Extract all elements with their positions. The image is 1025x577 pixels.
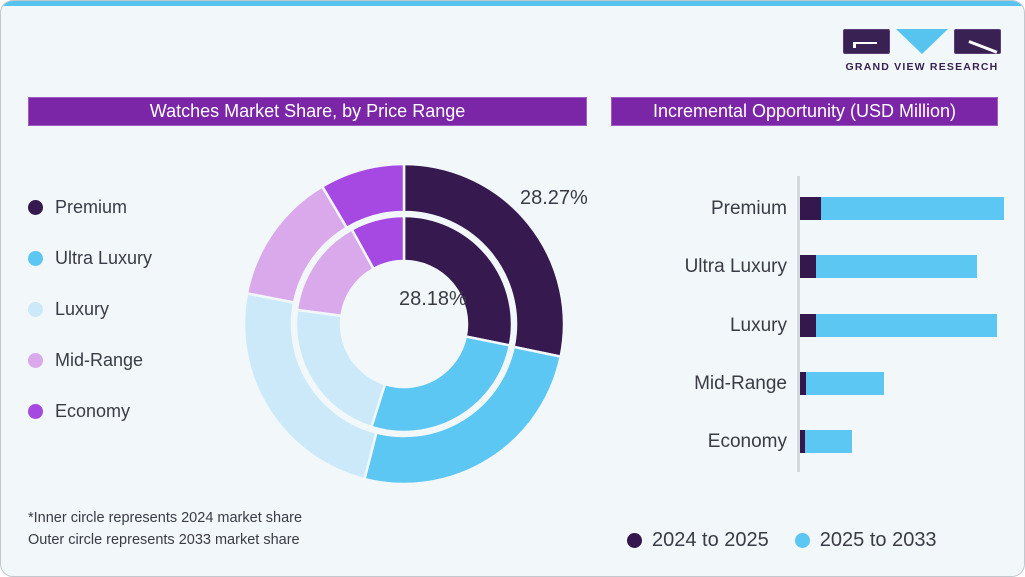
- bar-legend-item: 2024 to 2025: [627, 529, 769, 552]
- legend-item-label: Ultra Luxury: [55, 248, 153, 268]
- bar-segment-2025-to-2033: [805, 371, 885, 395]
- bar-segment-2025-to-2033: [804, 430, 852, 454]
- donut-legend: Premium Ultra Luxury Luxury Mid-Range Econom…: [28, 182, 152, 437]
- legend-item: Premium: [28, 182, 152, 233]
- logo-r-mark: [968, 39, 998, 53]
- bar-category-label: Ultra Luxury: [684, 256, 787, 278]
- bar-panel-title: Incremental Opportunity (USD Million): [611, 97, 998, 126]
- outer-ring-value-label: 28.27%: [520, 187, 588, 209]
- bar-category-label: Premium: [710, 198, 787, 219]
- donut-chart: [243, 163, 565, 485]
- bar-legend-label: 2024 to 2025: [652, 529, 769, 551]
- bar-row: [800, 313, 998, 337]
- legend-color-dot: [28, 353, 43, 368]
- legend-item-label: Mid-Range: [55, 350, 144, 370]
- bar-legend-color-dot: [627, 533, 642, 548]
- donut-inner-segment-ultra-luxury: [369, 335, 512, 434]
- logo-r-block-icon: [954, 29, 1001, 54]
- bar-chart-legend: 2024 to 2025 2025 to 2033: [627, 529, 937, 552]
- bar-legend-item: 2025 to 2033: [794, 529, 937, 552]
- legend-color-dot: [28, 251, 43, 266]
- donut-inner-segment-premium: [402, 214, 514, 347]
- donut-outer-segment-economy: [320, 163, 406, 230]
- bar-category-label: Luxury: [729, 314, 787, 336]
- bar-segment-2025-to-2033: [815, 255, 977, 279]
- top-accent-bar: [1, 1, 1024, 6]
- donut-panel-title: Watches Market Share, by Price Range: [28, 97, 587, 126]
- bar-chart-axis-line: [797, 176, 800, 472]
- bar-chart: Premium Ultra Luxury Luxury Mid-Range Econom…: [611, 176, 1018, 472]
- logo-g-mark-tick: [853, 41, 856, 48]
- legend-item: Luxury: [28, 284, 152, 335]
- bar-segment-2024-to-2025: [800, 371, 806, 395]
- grand-view-research-logo: GRAND VIEW RESEARCH: [842, 29, 1002, 73]
- bar-segment-2025-to-2033: [815, 313, 998, 337]
- bar-segment-2024-to-2025: [800, 430, 805, 454]
- bar-segment-2024-to-2025: [800, 313, 816, 337]
- bar-row: [800, 197, 1004, 220]
- legend-item: Ultra Luxury: [28, 233, 152, 284]
- legend-color-dot: [28, 302, 43, 317]
- bar-segment-2025-to-2033: [820, 197, 1004, 220]
- legend-item-label: Luxury: [55, 299, 110, 319]
- legend-item: Economy: [28, 386, 152, 437]
- bar-legend-color-dot: [794, 533, 810, 548]
- legend-item: Mid-Range: [28, 335, 152, 386]
- legend-color-dot: [28, 200, 43, 215]
- logo-wordmark: GRAND VIEW RESEARCH: [845, 61, 999, 73]
- bar-category-label: Economy: [707, 431, 787, 453]
- legend-item-label: Economy: [55, 401, 131, 421]
- bar-row: [800, 371, 885, 395]
- inner-ring-value-label: 28.18%: [399, 288, 467, 310]
- logo-glyphs: [842, 29, 1002, 54]
- logo-v-triangle-icon: [896, 29, 948, 54]
- bar-segment-2024-to-2025: [800, 197, 821, 220]
- bar-row: [800, 430, 852, 454]
- bar-row: [800, 255, 977, 279]
- logo-g-mark: [853, 41, 878, 45]
- legend-color-dot: [28, 404, 43, 419]
- footnote-line-2: Outer circle represents 2033 market shar…: [28, 532, 300, 548]
- footnote-line-1: *Inner circle represents 2024 market sha…: [28, 510, 303, 526]
- bar-legend-label: 2025 to 2033: [819, 529, 937, 551]
- bar-category-label: Mid-Range: [694, 372, 787, 394]
- donut-inner-segment-economy: [350, 214, 406, 271]
- bar-segment-2024-to-2025: [800, 255, 816, 279]
- legend-item-label: Premium: [55, 197, 128, 217]
- logo-g-block-icon: [843, 29, 890, 54]
- donut-footnote: *Inner circle represents 2024 market sha…: [28, 507, 302, 551]
